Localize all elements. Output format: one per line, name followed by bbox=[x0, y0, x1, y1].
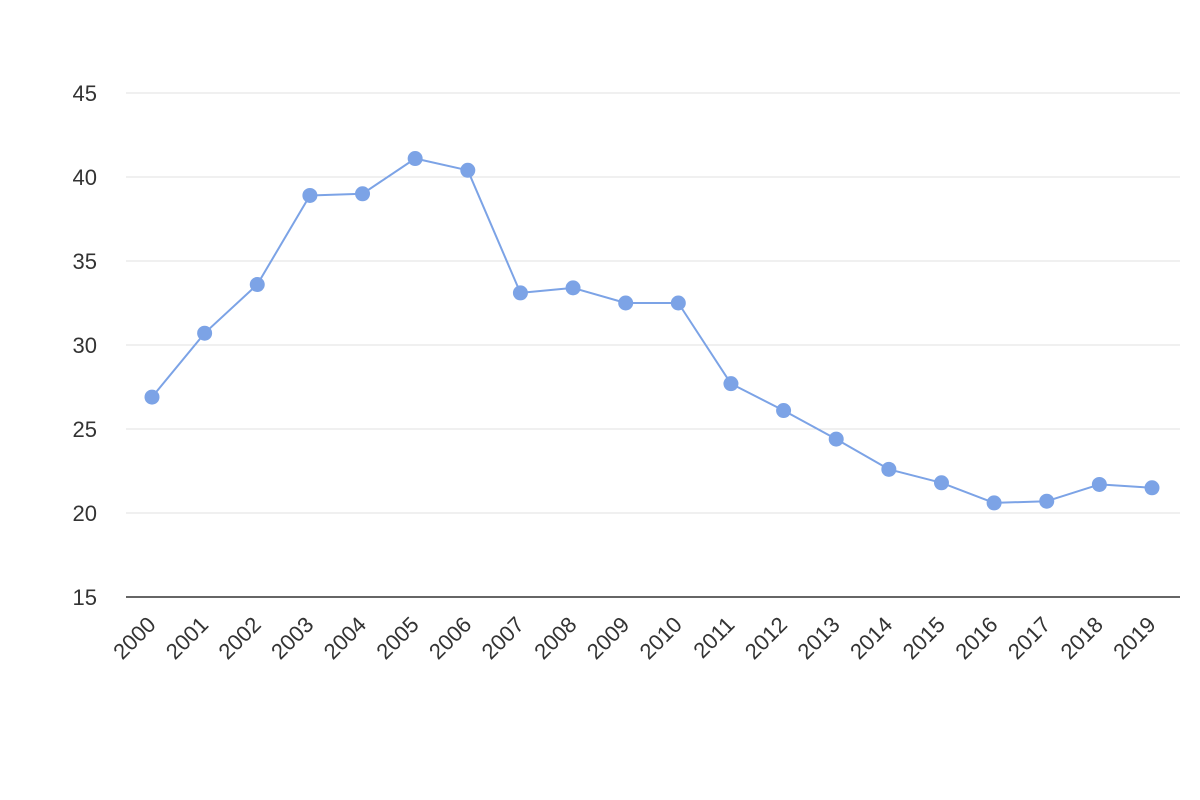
data-points bbox=[144, 151, 1160, 511]
x-tick-label-2010: 2010 bbox=[635, 612, 687, 664]
data-point-2008 bbox=[565, 280, 581, 296]
data-point-2010 bbox=[670, 295, 686, 311]
y-axis-tick-labels: 15 20 25 30 35 40 45 bbox=[73, 81, 97, 610]
data-point-2013 bbox=[828, 431, 844, 447]
x-tick-label-2005: 2005 bbox=[371, 612, 423, 664]
x-tick-label-2009: 2009 bbox=[582, 612, 634, 664]
x-tick-label-2017: 2017 bbox=[1003, 612, 1055, 664]
x-tick-label-2019: 2019 bbox=[1108, 612, 1160, 664]
data-point-2014 bbox=[881, 461, 897, 477]
x-tick-label-2001: 2001 bbox=[161, 612, 213, 664]
x-tick-label-2000: 2000 bbox=[108, 612, 160, 664]
y-tick-label-35: 35 bbox=[73, 249, 97, 274]
x-tick-label-2015: 2015 bbox=[898, 612, 950, 664]
y-tick-label-45: 45 bbox=[73, 81, 97, 106]
data-point-2019 bbox=[1144, 480, 1160, 496]
x-tick-label-2018: 2018 bbox=[1056, 612, 1108, 664]
series-layer bbox=[151, 157, 1153, 504]
x-tick-label-2011: 2011 bbox=[688, 612, 739, 663]
grid-layer bbox=[126, 92, 1180, 598]
x-tick-label-2016: 2016 bbox=[950, 612, 1002, 664]
data-point-2015 bbox=[933, 475, 949, 491]
data-point-2003 bbox=[302, 187, 318, 203]
data-point-2016 bbox=[986, 495, 1002, 511]
x-tick-label-2002: 2002 bbox=[214, 612, 266, 664]
data-point-2007 bbox=[512, 285, 528, 301]
data-point-2018 bbox=[1091, 476, 1107, 492]
y-tick-label-25: 25 bbox=[73, 417, 97, 442]
y-tick-label-30: 30 bbox=[73, 333, 97, 358]
data-point-2004 bbox=[355, 186, 371, 202]
y-tick-label-15: 15 bbox=[73, 585, 97, 610]
data-point-2009 bbox=[618, 295, 634, 311]
x-tick-label-2007: 2007 bbox=[477, 612, 529, 664]
x-tick-label-2008: 2008 bbox=[529, 612, 581, 664]
data-point-2002 bbox=[249, 277, 265, 293]
y-tick-label-20: 20 bbox=[73, 501, 97, 526]
x-tick-label-2014: 2014 bbox=[845, 612, 897, 664]
x-tick-label-2004: 2004 bbox=[319, 612, 371, 664]
y-tick-label-40: 40 bbox=[73, 165, 97, 190]
x-tick-label-2013: 2013 bbox=[792, 612, 844, 664]
x-tick-label-2012: 2012 bbox=[740, 612, 792, 664]
data-point-2012 bbox=[776, 403, 792, 419]
data-point-2000 bbox=[144, 389, 160, 405]
series-line-0 bbox=[151, 157, 1153, 504]
x-tick-label-2006: 2006 bbox=[424, 612, 476, 664]
data-point-2011 bbox=[723, 376, 739, 392]
data-point-2017 bbox=[1039, 493, 1055, 509]
data-point-2005 bbox=[407, 151, 423, 167]
x-axis-tick-labels: 2000 2001 2002 2003 2004 2005 2006 2007 2008 2009… bbox=[108, 612, 1160, 664]
x-tick-label-2003: 2003 bbox=[266, 612, 318, 664]
data-point-2001 bbox=[197, 325, 213, 341]
data-point-2006 bbox=[460, 162, 476, 178]
